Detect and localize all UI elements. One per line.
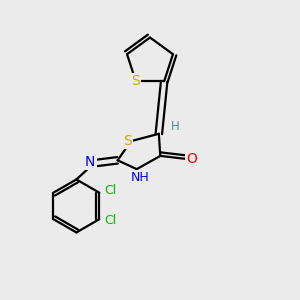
Text: N: N: [85, 155, 95, 169]
Text: O: O: [186, 152, 197, 166]
Text: H: H: [171, 120, 179, 133]
Text: Cl: Cl: [104, 184, 117, 197]
Text: NH: NH: [131, 172, 150, 184]
Text: Cl: Cl: [104, 214, 117, 226]
Text: S: S: [123, 134, 132, 148]
Text: S: S: [131, 74, 140, 88]
